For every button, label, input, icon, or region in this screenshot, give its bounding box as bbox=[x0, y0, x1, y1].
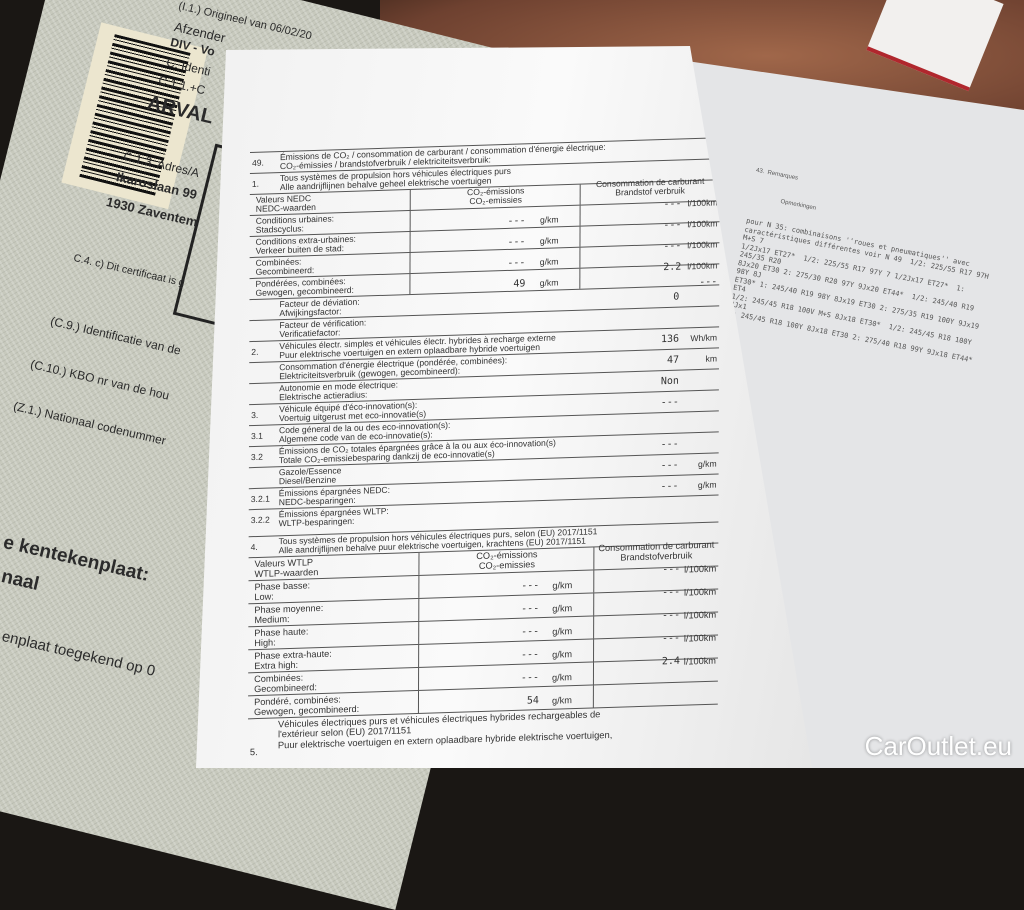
co2-value: --- bbox=[520, 672, 540, 684]
fuel-value: --- bbox=[663, 198, 682, 211]
co2-value: 54 bbox=[526, 695, 539, 707]
co2-value: --- bbox=[520, 649, 540, 661]
co2-unit: g/km bbox=[539, 277, 559, 288]
value: Non bbox=[660, 375, 679, 388]
fuel-unit: l/100km bbox=[687, 218, 718, 230]
co2-value: --- bbox=[521, 626, 540, 638]
co2-unit: g/km bbox=[552, 672, 572, 683]
header-label: WTLP-waarden bbox=[254, 567, 319, 580]
fuel-unit: l/100km bbox=[683, 632, 717, 644]
fuel-value: --- bbox=[662, 586, 681, 599]
coc-document-page: 49. Émissions de CO₂ / consommation de ca… bbox=[196, 46, 812, 768]
item-number: 4. bbox=[250, 541, 258, 553]
co2-unit: g/km bbox=[539, 256, 559, 267]
co2-value: --- bbox=[507, 257, 526, 269]
fuel-value: --- bbox=[662, 563, 681, 576]
fuel-unit: l/100km bbox=[683, 655, 716, 667]
co2-value: --- bbox=[521, 603, 540, 615]
emissions-section: 49. Émissions de CO₂ / consommation de ca… bbox=[247, 137, 720, 760]
co2-value: --- bbox=[507, 236, 526, 248]
unit: g/km bbox=[697, 479, 717, 491]
row-label-nl: Medium: bbox=[254, 613, 290, 626]
row-label-fr: Phase basse: bbox=[254, 580, 311, 593]
co2-value: --- bbox=[507, 215, 526, 227]
caroutlet-watermark: CarOutlet.eu bbox=[864, 731, 1012, 761]
value: 47 bbox=[666, 354, 680, 367]
row-label-nl: Extra high: bbox=[254, 659, 299, 672]
fuel-unit: l/100km bbox=[687, 239, 718, 251]
co2-unit: g/km bbox=[551, 695, 572, 706]
co2-unit: g/km bbox=[552, 649, 573, 660]
fuel-value: 2.4 bbox=[661, 655, 680, 668]
item-number: 3.2.1 bbox=[250, 493, 270, 505]
fuel-unit: l/100km bbox=[684, 563, 717, 575]
item-number: 3. bbox=[251, 409, 259, 421]
value: --- bbox=[660, 438, 679, 451]
item-number: 49. bbox=[251, 157, 264, 168]
co2-unit: g/km bbox=[539, 235, 559, 246]
unit: Wh/km bbox=[690, 332, 718, 344]
value: --- bbox=[660, 459, 679, 472]
row-label-nl: Stadscyclus: bbox=[255, 223, 304, 235]
item-number: 1. bbox=[251, 178, 260, 189]
item-number: 3.1 bbox=[250, 430, 263, 442]
nedc-table: Valeurs NEDC NEDC-waarden CO₂-émissions CO… bbox=[249, 176, 720, 300]
fuel-unit: l/100km bbox=[687, 197, 718, 209]
header-label: NEDC-waarden bbox=[255, 201, 316, 214]
value: --- bbox=[660, 396, 679, 409]
co2-unit: g/km bbox=[552, 580, 573, 591]
item-number: 3.2 bbox=[250, 451, 263, 463]
fuel-value: --- bbox=[661, 632, 681, 645]
co2-unit: g/km bbox=[552, 603, 573, 614]
label-nl: Diesel/Benzine bbox=[278, 474, 337, 487]
value: --- bbox=[660, 480, 679, 493]
fuel-value: 2.2 bbox=[663, 261, 682, 274]
value: 136 bbox=[661, 333, 680, 346]
wltp-table: Valeurs WTLP WTLP-waarden CO₂-émissions CO… bbox=[248, 540, 719, 719]
fuel-unit: l/100km bbox=[687, 260, 718, 272]
unit: g/km bbox=[697, 458, 717, 470]
item-number: 5. bbox=[249, 746, 258, 758]
fuel-unit: l/100km bbox=[683, 609, 717, 621]
fuel-value: --- bbox=[663, 240, 682, 253]
row-label-nl: Low: bbox=[254, 591, 274, 603]
row-label-nl: Gecombineerd: bbox=[255, 265, 315, 277]
label-nl: WLTP-besparingen: bbox=[278, 515, 355, 529]
fuel-unit: l/100km bbox=[684, 586, 717, 598]
item-number: 2. bbox=[251, 346, 259, 358]
fuel-value: --- bbox=[662, 609, 681, 622]
row-label-nl: Gecombineerd: bbox=[254, 682, 317, 695]
co2-unit: g/km bbox=[539, 214, 559, 225]
row-label-nl: High: bbox=[254, 637, 276, 649]
co2-value: --- bbox=[521, 580, 540, 592]
co2-unit: g/km bbox=[552, 626, 573, 637]
unit: km bbox=[705, 353, 718, 364]
item-number: 3.2.2 bbox=[250, 514, 270, 526]
row-label-fr: Phase haute: bbox=[254, 626, 309, 639]
co2-value: 49 bbox=[513, 278, 526, 290]
value: 0 bbox=[673, 291, 680, 303]
fuel-value: --- bbox=[663, 219, 682, 232]
